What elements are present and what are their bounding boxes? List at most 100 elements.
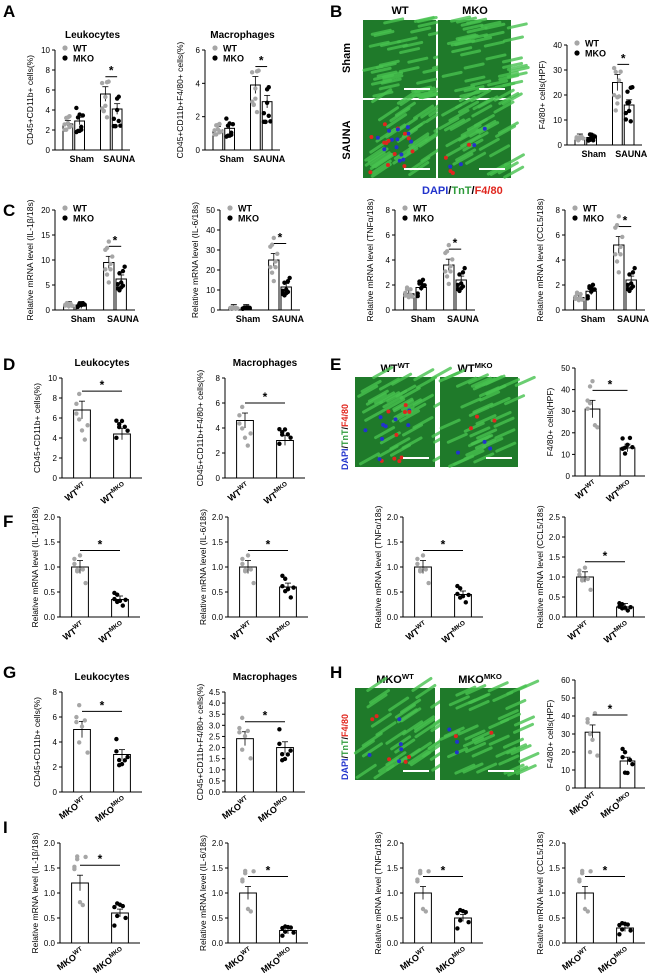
data-point: [218, 129, 224, 134]
stain-legend-part: F4/80: [340, 404, 350, 427]
muscle-fiber: [470, 79, 492, 87]
muscle-fiber: [464, 729, 486, 741]
y-tick-label: 0: [211, 306, 216, 315]
y-tick-label: 3.5: [209, 710, 221, 719]
data-point: [245, 728, 250, 734]
x-tick-label: WTMKO: [439, 620, 469, 646]
data-point: [112, 596, 117, 602]
x-tick-label: SAUNA: [103, 154, 136, 164]
data-point: [116, 94, 121, 99]
x-tick-label: WTMKO: [604, 479, 634, 505]
data-point: [578, 295, 583, 301]
data-point: [77, 740, 82, 745]
muscle-fiber: [379, 391, 401, 405]
data-point: [114, 418, 119, 423]
infiltrating-cell: [407, 409, 412, 414]
y-tick-label: 0.5: [212, 914, 224, 923]
y-tick-label: 1.5: [212, 538, 224, 547]
data-point: [422, 283, 427, 288]
data-point: [85, 423, 90, 428]
tissue-mkowt: [353, 676, 455, 780]
muscle-fiber: [502, 61, 524, 69]
muscle-fiber: [454, 39, 476, 47]
muscle-fiber: [460, 49, 482, 57]
y-tick-label: 1.5: [44, 864, 56, 873]
stain-legend-part: F4/80: [475, 185, 503, 197]
chart-F3: 0.0 0.5 1.0 1.5 2.0 Relative mRNA level (TNFα…: [373, 505, 483, 645]
data-point: [120, 268, 126, 274]
muscle-fiber: [463, 421, 485, 433]
label-base: SAUNA: [107, 314, 140, 324]
label-base: Sham: [581, 149, 606, 159]
muscle-fiber: [506, 743, 528, 755]
muscle-fiber: [502, 79, 524, 87]
infiltrating-cell: [395, 137, 400, 142]
y-tick-label: 0: [53, 474, 58, 483]
muscle-fiber: [514, 375, 536, 387]
label-superscript: MKO: [108, 620, 124, 634]
data-point: [245, 305, 251, 310]
label-superscript: MKO: [475, 361, 493, 370]
stain-legend-part: /: [472, 185, 475, 197]
stain-legend-part: /: [340, 755, 350, 758]
muscle-fiber: [472, 379, 494, 391]
infiltrating-cell: [453, 734, 458, 739]
muscle-fiber: [446, 432, 468, 444]
bar: [113, 433, 131, 479]
bar: [250, 84, 261, 151]
x-tick-label: WTMKO: [601, 620, 631, 646]
infiltrating-cell: [378, 415, 383, 420]
data-point: [626, 108, 632, 114]
infiltrating-cell: [392, 152, 397, 157]
legend-marker: [227, 215, 233, 221]
data-point: [616, 94, 622, 99]
infiltrating-cell: [367, 753, 372, 758]
muscle-fiber: [513, 715, 535, 727]
x-tick-label: WTWT: [62, 481, 88, 504]
data-point: [248, 756, 253, 761]
data-point: [419, 285, 424, 291]
muscle-fiber: [465, 151, 487, 165]
x-tick-label: Sham: [219, 154, 244, 164]
data-point: [266, 113, 271, 118]
data-point: [426, 869, 431, 874]
muscle-fiber: [391, 372, 413, 386]
muscle-fiber: [379, 40, 401, 48]
data-point: [443, 269, 448, 274]
data-point: [592, 134, 598, 139]
muscle-fiber: [394, 738, 416, 754]
y-tick-label: 8: [216, 374, 221, 383]
data-point: [623, 110, 629, 116]
infiltrating-cell: [392, 456, 397, 461]
label-superscript: MKO: [276, 620, 292, 634]
data-point: [227, 121, 232, 126]
infiltrating-cell: [401, 157, 406, 162]
scale-bar: [404, 168, 430, 170]
infiltrating-cell: [482, 439, 487, 444]
data-point: [418, 569, 423, 574]
y-tick-label: 4.5: [209, 688, 221, 697]
legend-label: MKO: [413, 214, 434, 224]
infiltrating-cell: [394, 432, 399, 437]
x-tick-label: Sham: [581, 149, 606, 159]
data-point: [122, 424, 128, 430]
data-point: [587, 400, 593, 406]
label-superscript: WT: [415, 620, 427, 631]
muscle-fiber: [482, 437, 504, 449]
muscle-fiber: [383, 17, 405, 25]
legend-marker: [574, 40, 580, 46]
label-superscript: MKO: [110, 481, 126, 495]
data-point: [418, 868, 423, 874]
y-tick-label: 10: [561, 766, 570, 775]
infiltrating-cell: [402, 164, 407, 169]
y-tick-label: 15: [41, 231, 50, 240]
data-point: [625, 89, 630, 94]
data-point: [585, 294, 590, 299]
muscle-fiber: [455, 16, 477, 24]
y-tick-label: 10: [48, 374, 57, 383]
chart-B1: 0 10 20 30 40 F4/80+ cells(HPF) Sham SAUNA * WTMK…: [537, 39, 648, 160]
y-axis-label: Relative mRNA level (TNFα/18s): [373, 505, 383, 628]
bar: [261, 101, 273, 151]
muscle-fiber: [357, 384, 379, 398]
data-point: [68, 123, 74, 129]
